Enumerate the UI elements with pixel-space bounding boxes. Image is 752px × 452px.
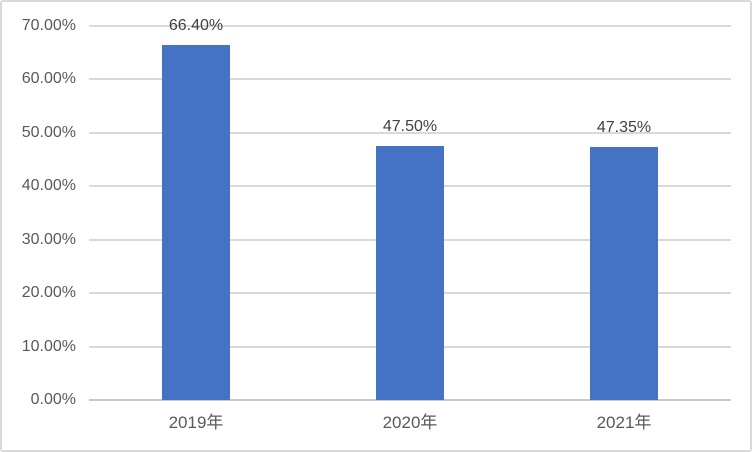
x-axis-tick-label: 2020年 [382,413,438,432]
bar-2019年 [162,45,230,400]
y-axis-tick-label: 10.00% [21,337,76,355]
y-axis-tick-label: 20.00% [21,284,76,302]
gridline [89,25,731,27]
gridline [89,131,731,134]
y-axis-tick-label: 50.00% [21,123,76,141]
x-axis-tick-label: 2019年 [168,413,224,432]
data-label: 47.35% [596,119,652,137]
y-axis-tick-label: 40.00% [21,177,76,195]
x-axis-line [89,399,731,401]
y-axis-tick-label: 70.00% [21,17,76,34]
x-axis-tick-label: 2021年 [596,413,652,432]
bar-2021年 [590,147,658,400]
bar-2020年 [376,146,444,400]
y-axis-tick-label: 30.00% [21,230,76,248]
data-label: 47.50% [382,118,438,136]
data-label: 66.40% [168,17,224,35]
y-axis-tick-label: 0.00% [30,391,76,408]
y-axis-tick-label: 60.00% [21,70,76,88]
gridline [89,78,731,81]
